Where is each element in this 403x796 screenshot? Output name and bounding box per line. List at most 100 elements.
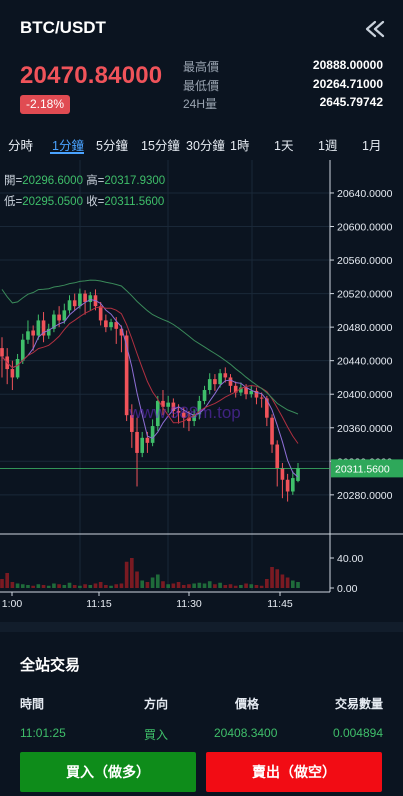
low-value: 20295.0500 [22,196,83,208]
candle-body [78,293,82,307]
candle-body [296,468,300,481]
kline-chart[interactable]: 20640.0000 20600.0000 20560.0000 20520.0000… [0,160,403,612]
candle-body [197,400,202,415]
volume-bar [31,585,35,588]
ohlc-line-2: 低=20295.0500 收=20311.5600 [4,193,164,209]
volume-tick-label: 40.00 [337,553,363,565]
tab-time-share[interactable]: 分時 [8,139,34,153]
tab-1m[interactable]: 1分鐘 [52,139,84,153]
volume-bar [119,583,124,588]
x-tick-label: 11:15 [86,598,112,610]
volume-bar [109,585,113,588]
volume-bar [15,583,20,588]
candle-body [114,322,119,329]
open-label: 開= [4,175,23,187]
volume-bar [207,581,212,588]
volume-bar [124,561,129,588]
candle-body [239,387,243,393]
current-price-label: 20311.5600 [335,463,390,475]
volume-bar [192,583,196,588]
candle-body [0,348,4,357]
close-label: 收= [86,196,105,208]
candle-body [109,322,113,328]
candle-body [213,379,217,385]
candle-body [140,437,145,453]
col-side: 方向 [144,697,169,711]
change-badge: -2.18% [20,95,71,114]
volume-bar [171,583,176,588]
volume-bar [20,584,25,588]
trade-side: 買入 [144,728,169,742]
y-tick-label: 20600.0000 [337,222,393,234]
candle-body [62,310,67,321]
volume-bar [98,582,103,588]
last-price: 20470.84000 [20,62,163,89]
candle-body [187,417,191,422]
current-price-tag [331,459,403,478]
trade-price: 20408.3400 [214,726,278,740]
volume-bar [36,584,41,588]
volume-bar [88,585,93,588]
candle-body [192,414,196,422]
kline-svg: 20640.0000 20600.0000 20560.0000 20520.0000… [0,160,403,610]
candle-body [290,478,295,492]
volume-bar [0,579,4,588]
y-tick-label: 20640.0000 [337,188,393,200]
y-tick-label: 20400.0000 [337,389,393,401]
volume-bar [166,584,170,588]
candle-body [88,295,93,302]
volume-bar [140,580,145,588]
trade-time: 11:01:25 [20,726,66,740]
buy-long-button[interactable]: 買入（做多） [20,752,196,792]
volume-bar [150,577,155,588]
stat-value: 20888.00000 [312,58,383,72]
section-divider [0,622,403,632]
volume-bar [176,582,181,588]
candle-body [104,320,108,328]
tab-5m[interactable]: 5分鐘 [96,139,128,153]
candle-body [181,412,186,418]
candle-body [233,385,238,393]
ma10-line [1,306,299,444]
tab-1mo[interactable]: 1月 [362,139,382,153]
candle-body [166,402,170,407]
double-chevron-left-icon[interactable] [363,18,389,40]
volume-bar [244,583,248,588]
sell-short-button[interactable]: 賣出（做空） [206,752,382,792]
volume-bar [249,584,254,588]
candle-body [145,437,150,443]
y-tick-label: 20280.0000 [337,490,393,502]
tab-15m[interactable]: 15分鐘 [141,139,180,153]
y-tick-label: 20360.0000 [337,423,393,435]
volume-bar [5,573,10,588]
trades-title: 全站交易 [20,657,81,674]
volume-bar [197,582,202,588]
col-qty: 交易數量 [334,697,383,711]
tab-1d[interactable]: 1天 [274,139,294,153]
stat-label: 24H量 [183,97,218,111]
candle-body [20,339,25,361]
x-tick-label: 1:00 [2,598,23,610]
high-value: 20317.9300 [104,175,166,187]
tab-1h[interactable]: 1時 [230,139,250,153]
tab-30m[interactable]: 30分鐘 [186,139,225,153]
volume-bar [265,579,269,588]
stat-label: 最低價 [183,78,220,93]
volume-bar [145,582,150,588]
candle-body [280,468,285,480]
trade-qty: 0.004894 [332,726,383,740]
volume-tick-label: 0.00 [337,583,358,595]
page-title: BTC/USDT [20,18,106,37]
tab-1w[interactable]: 1週 [318,139,338,153]
candle-body [265,398,269,418]
candle-body [176,410,181,413]
ohlc-line-1: 開=20296.6000 高=20317.9300 [4,172,165,188]
candle-body [98,306,103,321]
volume-bar [46,585,51,588]
volume-bar [161,581,165,588]
candle-body [259,397,264,399]
volume-bar [83,584,87,588]
col-price: 價格 [235,697,260,711]
volume-bar [155,574,160,588]
volume-bar [67,582,72,588]
